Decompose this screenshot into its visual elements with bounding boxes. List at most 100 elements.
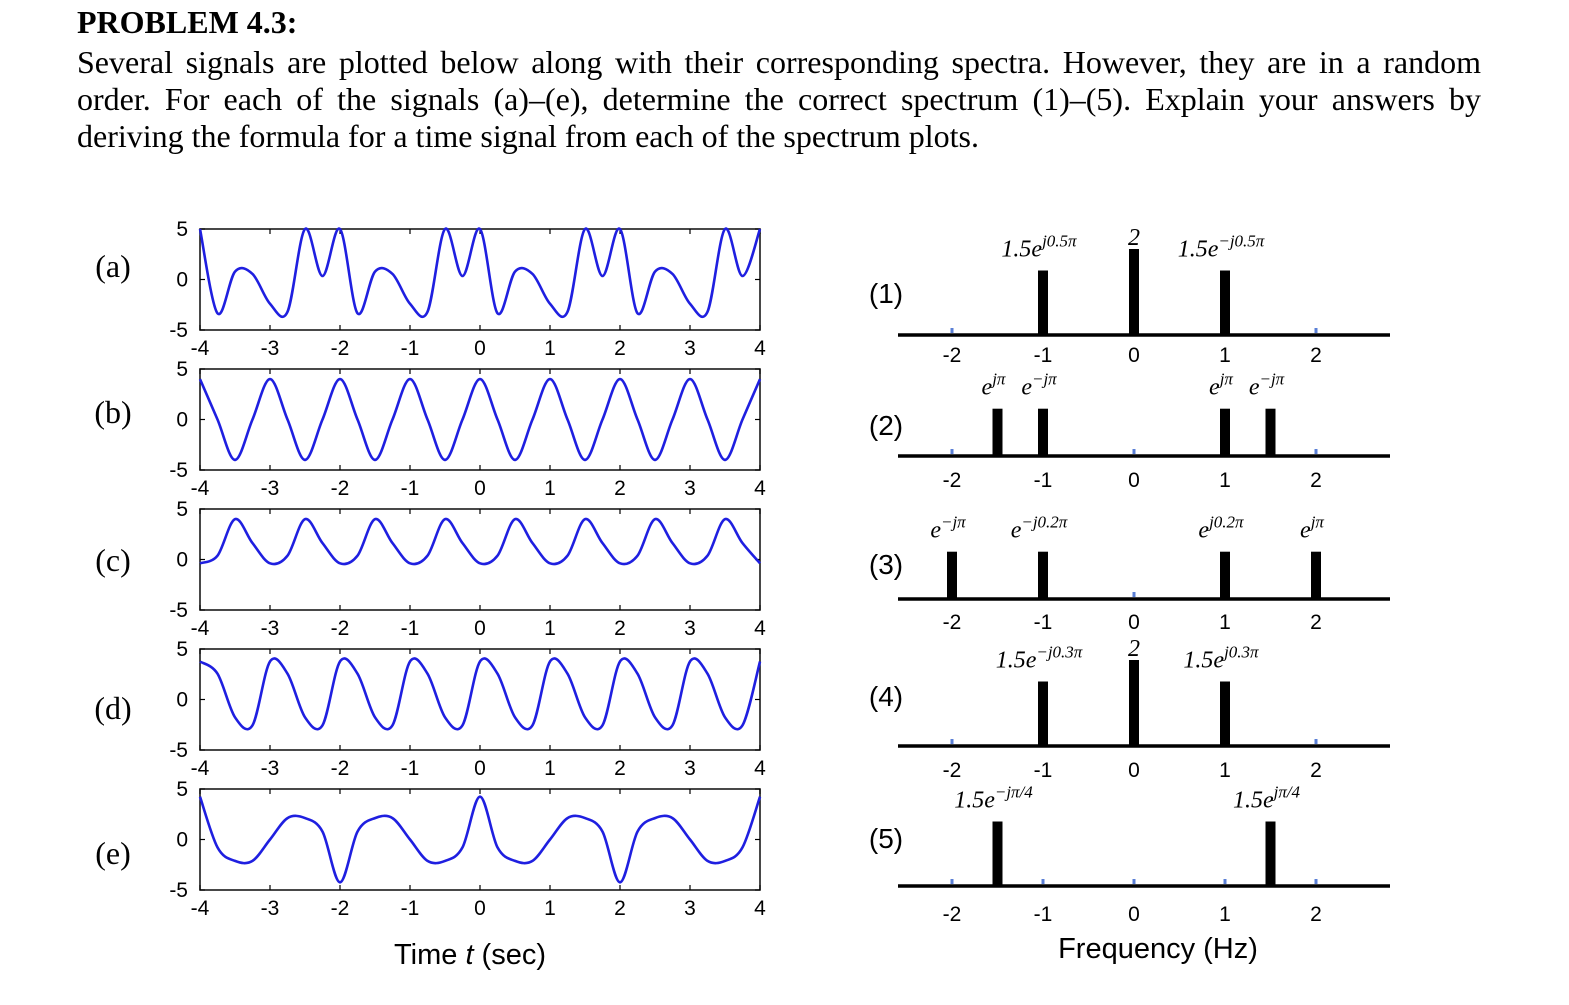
- frequency-tick-label: -2: [943, 469, 962, 492]
- x-tick-label: 0: [474, 617, 486, 640]
- x-tick-label: 4: [754, 337, 766, 360]
- signal-label: (a): [95, 248, 131, 284]
- phasor-label: 2: [1128, 225, 1140, 251]
- time-axis-title: Time t (sec): [394, 939, 546, 971]
- signal-curve: [198, 377, 762, 462]
- spectral-line: [1129, 249, 1139, 335]
- problem-title: PROBLEM 4.3:: [77, 4, 298, 40]
- frequency-axis-title: Frequency (Hz): [1058, 933, 1258, 965]
- x-tick-label: -1: [401, 477, 420, 500]
- spectrum-plot-3: (3) -2 -1 0 1 2 e−jπ e−j0.2π ej0.2π ejπ: [869, 513, 1390, 634]
- y-tick-label: 5: [176, 638, 188, 661]
- spectral-line: [1038, 270, 1048, 335]
- phasor-label: 1.5ejπ/4: [1233, 783, 1301, 814]
- x-tick-label: 1: [544, 897, 556, 920]
- x-tick-label: -2: [331, 897, 350, 920]
- x-tick-label: -4: [191, 477, 210, 500]
- x-tick-label: 4: [754, 757, 766, 780]
- signal-plot-d: (d) -4 -3 -2 -1 0 1 2 3 4 5 0 -5: [94, 638, 766, 780]
- phasor-label: 1.5ej0.3π: [1183, 643, 1259, 674]
- plot-frame: [199, 788, 761, 891]
- frequency-tick-label: -1: [1034, 903, 1053, 926]
- phasor-label: ej0.2π: [1198, 513, 1244, 544]
- spectrum-label: (1): [869, 278, 903, 309]
- x-tick-label: 0: [474, 337, 486, 360]
- spectral-line: [1220, 408, 1230, 456]
- x-tick-label: 4: [754, 477, 766, 500]
- phasor-label: e−jπ: [1021, 370, 1057, 401]
- x-tick-label: 2: [614, 337, 626, 360]
- y-tick-label: 0: [176, 829, 188, 852]
- phasor-label: ejπ: [1300, 513, 1324, 544]
- x-tick-label: -1: [401, 757, 420, 780]
- frequency-tick-label: -2: [943, 759, 962, 782]
- spectral-line: [1220, 551, 1230, 599]
- x-tick-label: -4: [191, 897, 210, 920]
- frequency-tick-label: 1: [1219, 469, 1231, 492]
- frequency-tick-label: -1: [1034, 759, 1053, 782]
- time-signal-panels: (a) -4 -3 -2 -1 0 1 2 3 4 5 0 -5 (b) -4 -3 -2 -1 0 1 2 3 4 5 0 -5…: [94, 218, 766, 920]
- frequency-tick-label: 2: [1310, 903, 1322, 926]
- y-tick-label: -5: [169, 879, 188, 902]
- y-tick-label: 0: [176, 269, 188, 292]
- spectral-line: [947, 551, 957, 599]
- frequency-tick-label: 0: [1128, 903, 1140, 926]
- phasor-label: 1.5e−jπ/4: [954, 783, 1033, 814]
- x-tick-label: -4: [191, 617, 210, 640]
- y-tick-label: -5: [169, 459, 188, 482]
- x-tick-label: 4: [754, 897, 766, 920]
- x-tick-label: 3: [684, 337, 696, 360]
- x-tick-label: -4: [191, 337, 210, 360]
- phasor-label: 1.5e−j0.3π: [996, 643, 1083, 674]
- x-tick-label: -2: [331, 757, 350, 780]
- signal-label: (d): [94, 690, 131, 726]
- x-tick-label: 0: [474, 477, 486, 500]
- frequency-tick-label: 1: [1219, 903, 1231, 926]
- x-tick-label: -2: [331, 477, 350, 500]
- phasor-label: ejπ: [1209, 370, 1233, 401]
- x-tick-label: 0: [474, 757, 486, 780]
- x-tick-label: 3: [684, 617, 696, 640]
- frequency-tick-label: -2: [943, 611, 962, 634]
- time-axis-title-variable: t: [465, 939, 475, 971]
- spectrum-plot-1: (1) -2 -1 0 1 2 1.5ej0.5π 2 1.5e−j0.5π: [869, 225, 1390, 367]
- signal-label: (c): [95, 542, 131, 578]
- spectral-line: [1220, 270, 1230, 335]
- frequency-tick-label: 1: [1219, 611, 1231, 634]
- phasor-label: 2: [1128, 636, 1140, 662]
- spectrum-label: (5): [869, 823, 903, 854]
- frequency-tick-label: -2: [943, 344, 962, 367]
- frequency-tick-label: 0: [1128, 344, 1140, 367]
- frequency-tick-label: 0: [1128, 759, 1140, 782]
- x-tick-label: 1: [544, 757, 556, 780]
- frequency-tick-label: -1: [1034, 344, 1053, 367]
- spectral-line: [1220, 681, 1230, 746]
- frequency-tick-label: -1: [1034, 469, 1053, 492]
- frequency-tick-label: 2: [1310, 611, 1322, 634]
- x-tick-label: 0: [474, 897, 486, 920]
- signal-plot-a: (a) -4 -3 -2 -1 0 1 2 3 4 5 0 -5: [95, 218, 766, 360]
- y-tick-label: -5: [169, 739, 188, 762]
- x-tick-label: 2: [614, 897, 626, 920]
- spectral-line: [1129, 660, 1139, 746]
- x-tick-label: -1: [401, 617, 420, 640]
- frequency-tick-label: 2: [1310, 759, 1322, 782]
- x-tick-label: -3: [261, 337, 280, 360]
- x-tick-label: -3: [261, 617, 280, 640]
- spectral-line: [1265, 408, 1276, 456]
- x-tick-label: 1: [544, 617, 556, 640]
- x-tick-label: -4: [191, 757, 210, 780]
- problem-statement: Several signals are plotted below along …: [77, 44, 1481, 154]
- x-tick-label: -3: [261, 477, 280, 500]
- phasor-label: e−jπ: [1249, 370, 1285, 401]
- phasor-label: 1.5e−j0.5π: [1178, 232, 1265, 263]
- time-axis-title-unit: (sec): [474, 939, 547, 971]
- spectrum-plot-5: (5) -2 -1 0 1 2 1.5e−jπ/4 1.5ejπ/4: [869, 783, 1390, 926]
- y-tick-label: 0: [176, 549, 188, 572]
- spectral-line: [1038, 408, 1048, 456]
- spectrum-label: (2): [869, 410, 903, 441]
- frequency-tick-label: 0: [1128, 611, 1140, 634]
- y-tick-label: 0: [176, 409, 188, 432]
- y-tick-label: 5: [176, 498, 188, 521]
